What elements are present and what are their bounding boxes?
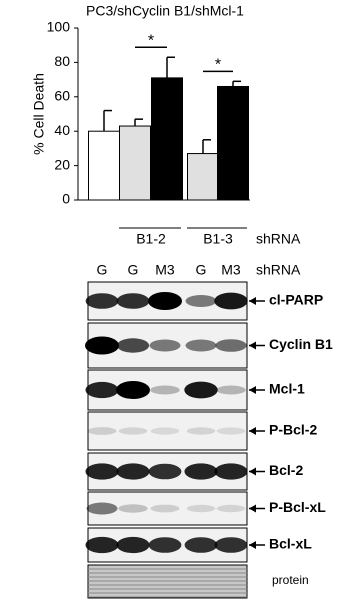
blot-band: [148, 463, 182, 480]
arrow-head: [249, 467, 256, 476]
blot-band: [148, 537, 182, 553]
y-tick-label: 20: [54, 156, 70, 172]
lane-label: M3: [221, 262, 241, 278]
protein-label: Bcl-2: [269, 462, 303, 478]
blot-band: [185, 295, 217, 307]
blot-band: [184, 537, 218, 553]
blot-band: [184, 381, 218, 399]
blot-band: [116, 536, 150, 554]
protein-label: Mcl-1: [269, 381, 305, 397]
significance-label: *: [148, 32, 154, 49]
blot-band: [85, 381, 119, 399]
bar: [119, 125, 151, 201]
protein-label: Bcl-xL: [269, 536, 312, 552]
blot-band: [216, 427, 246, 435]
blot-panel: [87, 411, 248, 451]
y-axis-label: % Cell Death: [31, 73, 47, 155]
arrow-head: [249, 541, 256, 549]
blot-band: [150, 385, 180, 395]
blot-band: [214, 292, 248, 310]
blot-band: [150, 504, 180, 513]
y-tick-label: 80: [54, 53, 70, 69]
blot-band: [216, 385, 246, 395]
group-label: B1-2: [136, 231, 166, 247]
arrow-head: [249, 341, 256, 350]
y-tick-label: 100: [47, 19, 71, 35]
chart-title: PC3/shCyclin B1/shMcl-1: [86, 3, 244, 19]
row-label: shRNA: [256, 262, 301, 278]
y-tick-label: 0: [62, 191, 70, 207]
blot-band: [184, 463, 218, 480]
blot-band: [86, 502, 118, 515]
lane-label: M3: [155, 262, 175, 278]
arrow-head: [249, 297, 256, 305]
lane-label: G: [97, 262, 108, 278]
blot-band: [116, 381, 150, 399]
blot-band: [118, 427, 148, 435]
blot-band: [85, 336, 119, 355]
blot-band: [118, 504, 148, 513]
y-tick-label: 60: [54, 88, 70, 104]
blot-band: [186, 427, 216, 435]
loading-label: protein: [272, 573, 309, 587]
blot-band: [214, 463, 248, 480]
group-label: B1-3: [203, 231, 233, 247]
blot-band: [116, 463, 150, 480]
blot-band: [214, 537, 248, 553]
blot-band: [150, 427, 180, 435]
protein-label: P-Bcl-xL: [269, 499, 326, 515]
y-tick-label: 40: [54, 122, 70, 138]
protein-label: P-Bcl-2: [269, 422, 317, 438]
blot-band: [85, 536, 119, 554]
blot-band: [186, 504, 216, 513]
arrow-head: [249, 504, 256, 513]
protein-label: cl-PARP: [269, 292, 323, 308]
arrow-head: [249, 427, 256, 435]
significance-label: *: [215, 57, 221, 74]
blot-band: [85, 293, 119, 309]
lane-label: G: [196, 262, 207, 278]
blot-band: [149, 339, 181, 352]
blot-band: [216, 504, 246, 513]
arrow-head: [249, 386, 256, 394]
bar: [151, 77, 183, 201]
blot-band: [116, 338, 150, 353]
bar: [88, 130, 120, 201]
bar: [217, 85, 249, 201]
blot-band: [215, 339, 247, 352]
blot-band: [116, 293, 150, 309]
protein-label: Cyclin B1: [269, 336, 333, 352]
lane-label: G: [128, 262, 139, 278]
blot-band: [185, 339, 217, 352]
row-label: shRNA: [256, 231, 301, 247]
blot-band: [87, 427, 117, 435]
blot-band: [148, 292, 182, 310]
bar: [187, 153, 219, 201]
blot-band: [85, 463, 119, 480]
